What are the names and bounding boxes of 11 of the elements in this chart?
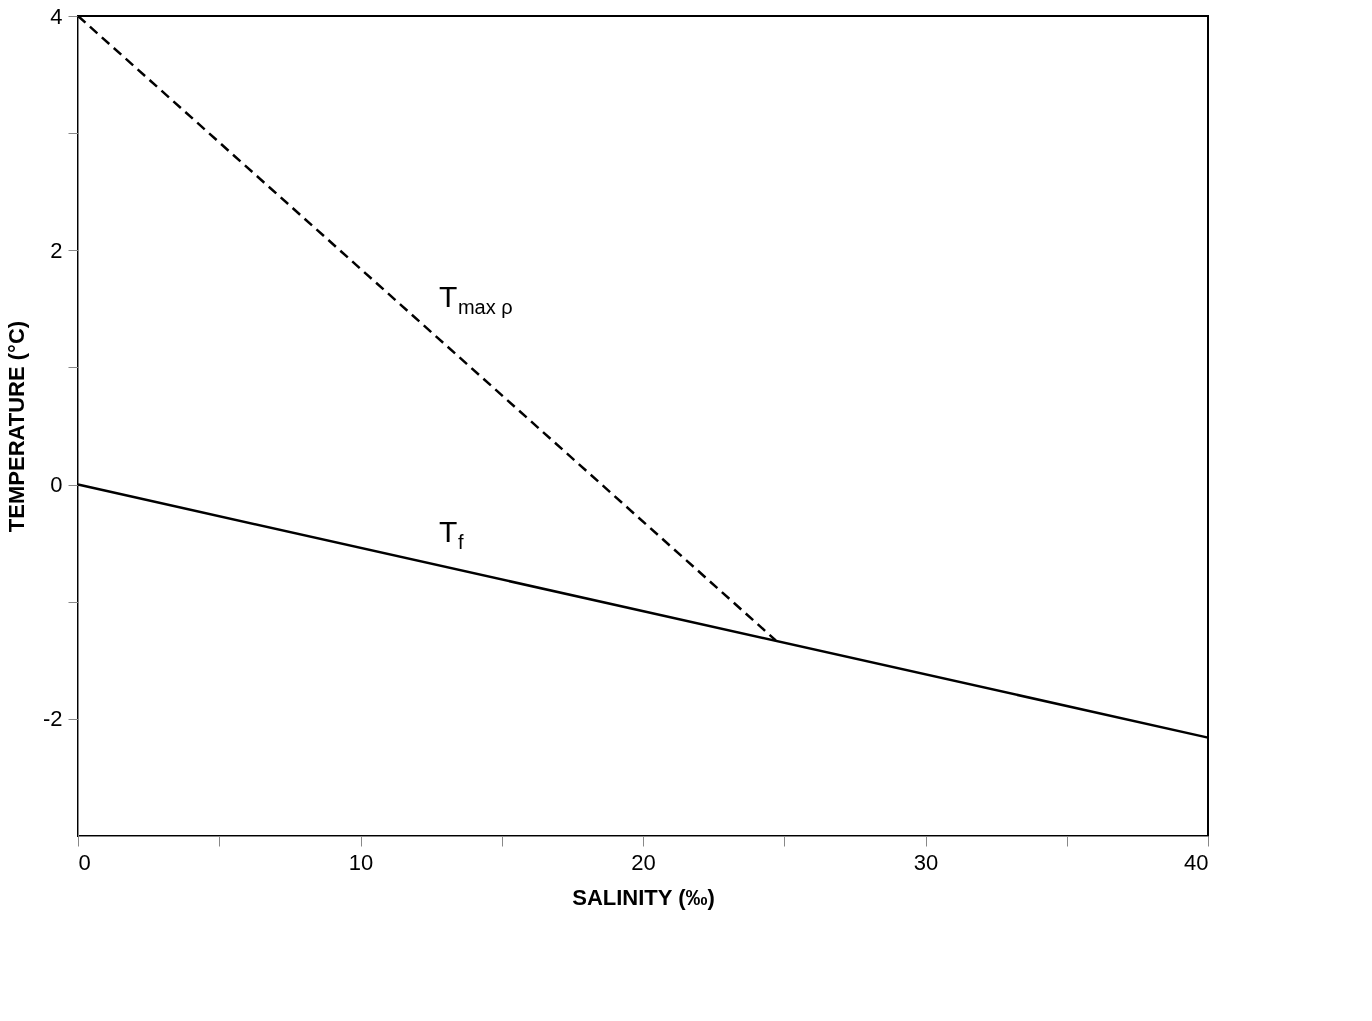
x-tick-label: 20 [631, 849, 656, 875]
y-tick-label: 4 [50, 3, 63, 29]
y-tick-label: 0 [50, 472, 63, 498]
y-tick-label: 2 [50, 237, 63, 263]
x-tick-label: 40 [1184, 849, 1209, 875]
x-axis-title: SALINITY (‰) [572, 884, 715, 910]
x-tick-label: 0 [78, 849, 91, 875]
y-axis-title: TEMPERATURE (°C) [3, 320, 29, 533]
x-tick-label: 10 [348, 849, 374, 875]
x-tick-label: 30 [913, 849, 939, 875]
y-tick-label: -2 [42, 706, 63, 732]
